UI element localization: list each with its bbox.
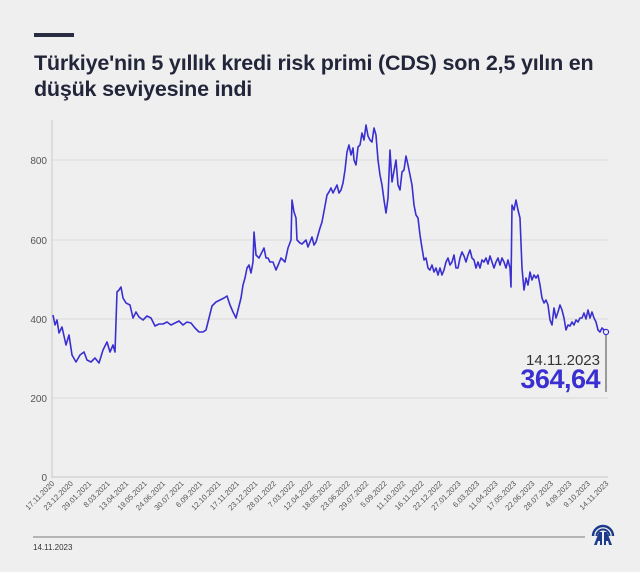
last-point-marker (602, 328, 610, 336)
footer-date: 14.11.2023 (33, 543, 73, 552)
y-tick-labels: 800 600 400 200 0 (30, 156, 47, 484)
svg-text:400: 400 (30, 315, 47, 326)
callout-date: 14.11.2023 (526, 352, 600, 369)
footer-divider (33, 536, 585, 538)
svg-text:600: 600 (30, 236, 47, 247)
callout-value: 364,64 (520, 364, 600, 394)
chart-title: Türkiye'nin 5 yıllık kredi risk primi (C… (34, 51, 594, 101)
gridlines (52, 159, 608, 478)
svg-text:0: 0 (41, 473, 47, 484)
cds-series-line (52, 124, 607, 364)
x-tick-labels: 17.11.202023.12.202029.01.20218.03.20211… (24, 479, 611, 512)
svg-text:200: 200 (30, 394, 47, 405)
aa-logo-icon (591, 524, 615, 545)
svg-text:800: 800 (30, 156, 47, 167)
title-accent-bar (34, 33, 74, 37)
